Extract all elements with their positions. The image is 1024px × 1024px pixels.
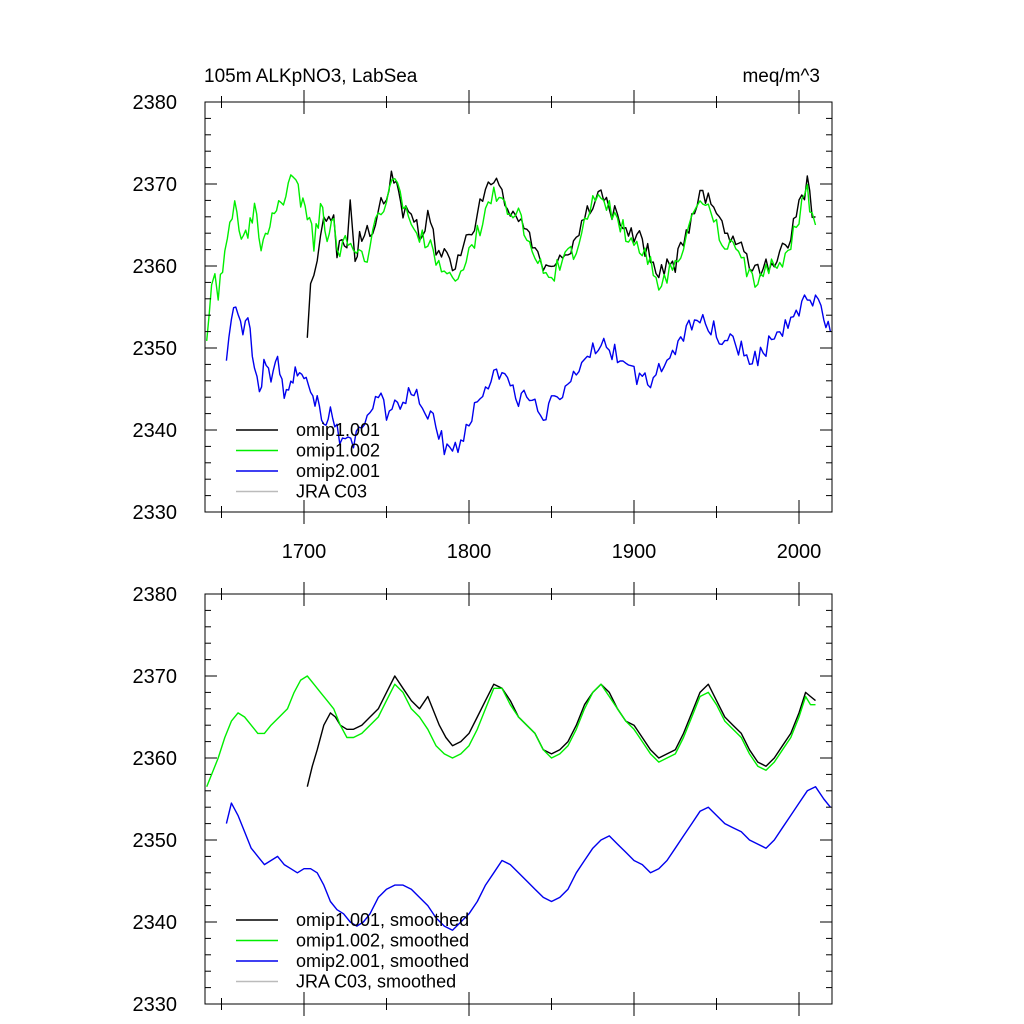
y-tick-label: 2380 bbox=[133, 584, 178, 606]
legend-label: omip2.001, smoothed bbox=[296, 951, 469, 971]
x-tick-label: 1700 bbox=[282, 541, 327, 563]
x-tick-label: 1900 bbox=[612, 541, 657, 563]
y-tick-label: 2380 bbox=[133, 92, 178, 114]
legend-label: omip2.001 bbox=[296, 461, 380, 481]
axes: 2330 2340 2350 2360 2370 2380 bbox=[133, 582, 832, 1016]
legend-label: omip1.002, smoothed bbox=[296, 931, 469, 951]
plot-frame bbox=[204, 593, 833, 1005]
legend-label: omip1.001, smoothed bbox=[296, 910, 469, 930]
x-tick-label: 2000 bbox=[777, 541, 822, 563]
y-tick-label: 2340 bbox=[133, 912, 178, 934]
y-tick-label: 2340 bbox=[133, 420, 178, 442]
plot-frame bbox=[204, 101, 833, 513]
series-layer bbox=[206, 675, 831, 931]
legend-label: omip1.002 bbox=[296, 441, 380, 461]
y-tick-label: 2360 bbox=[133, 256, 178, 278]
chart-panel-top: 105m ALKpNO3, LabSea meq/m^3 omip1.001om… bbox=[133, 66, 833, 563]
y-tick-label: 2330 bbox=[133, 502, 178, 524]
series-layer bbox=[206, 170, 832, 456]
chart-title: 105m ALKpNO3, LabSea bbox=[204, 66, 418, 87]
y-tick-label: 2350 bbox=[133, 338, 178, 360]
series-line bbox=[206, 675, 816, 787]
y-tick-label: 2360 bbox=[133, 748, 178, 770]
axes: 2330 2340 2350 2360 2370 2380 1700 1800 1900 2000 bbox=[133, 90, 832, 563]
y-tick-label: 2350 bbox=[133, 830, 178, 852]
y-tick-label: 2370 bbox=[133, 666, 178, 688]
legend-label: JRA C03, smoothed bbox=[296, 972, 456, 992]
y-tick-label: 2370 bbox=[133, 174, 178, 196]
series-line bbox=[206, 174, 817, 341]
legend-label: omip1.001 bbox=[296, 420, 380, 440]
legend-label: JRA C03 bbox=[296, 482, 367, 502]
x-tick-label: 1800 bbox=[447, 541, 492, 563]
series-line bbox=[306, 675, 816, 787]
series-line bbox=[225, 294, 832, 456]
chart-units: meq/m^3 bbox=[742, 66, 820, 87]
y-tick-label: 2330 bbox=[133, 994, 178, 1016]
series-line bbox=[225, 786, 831, 931]
